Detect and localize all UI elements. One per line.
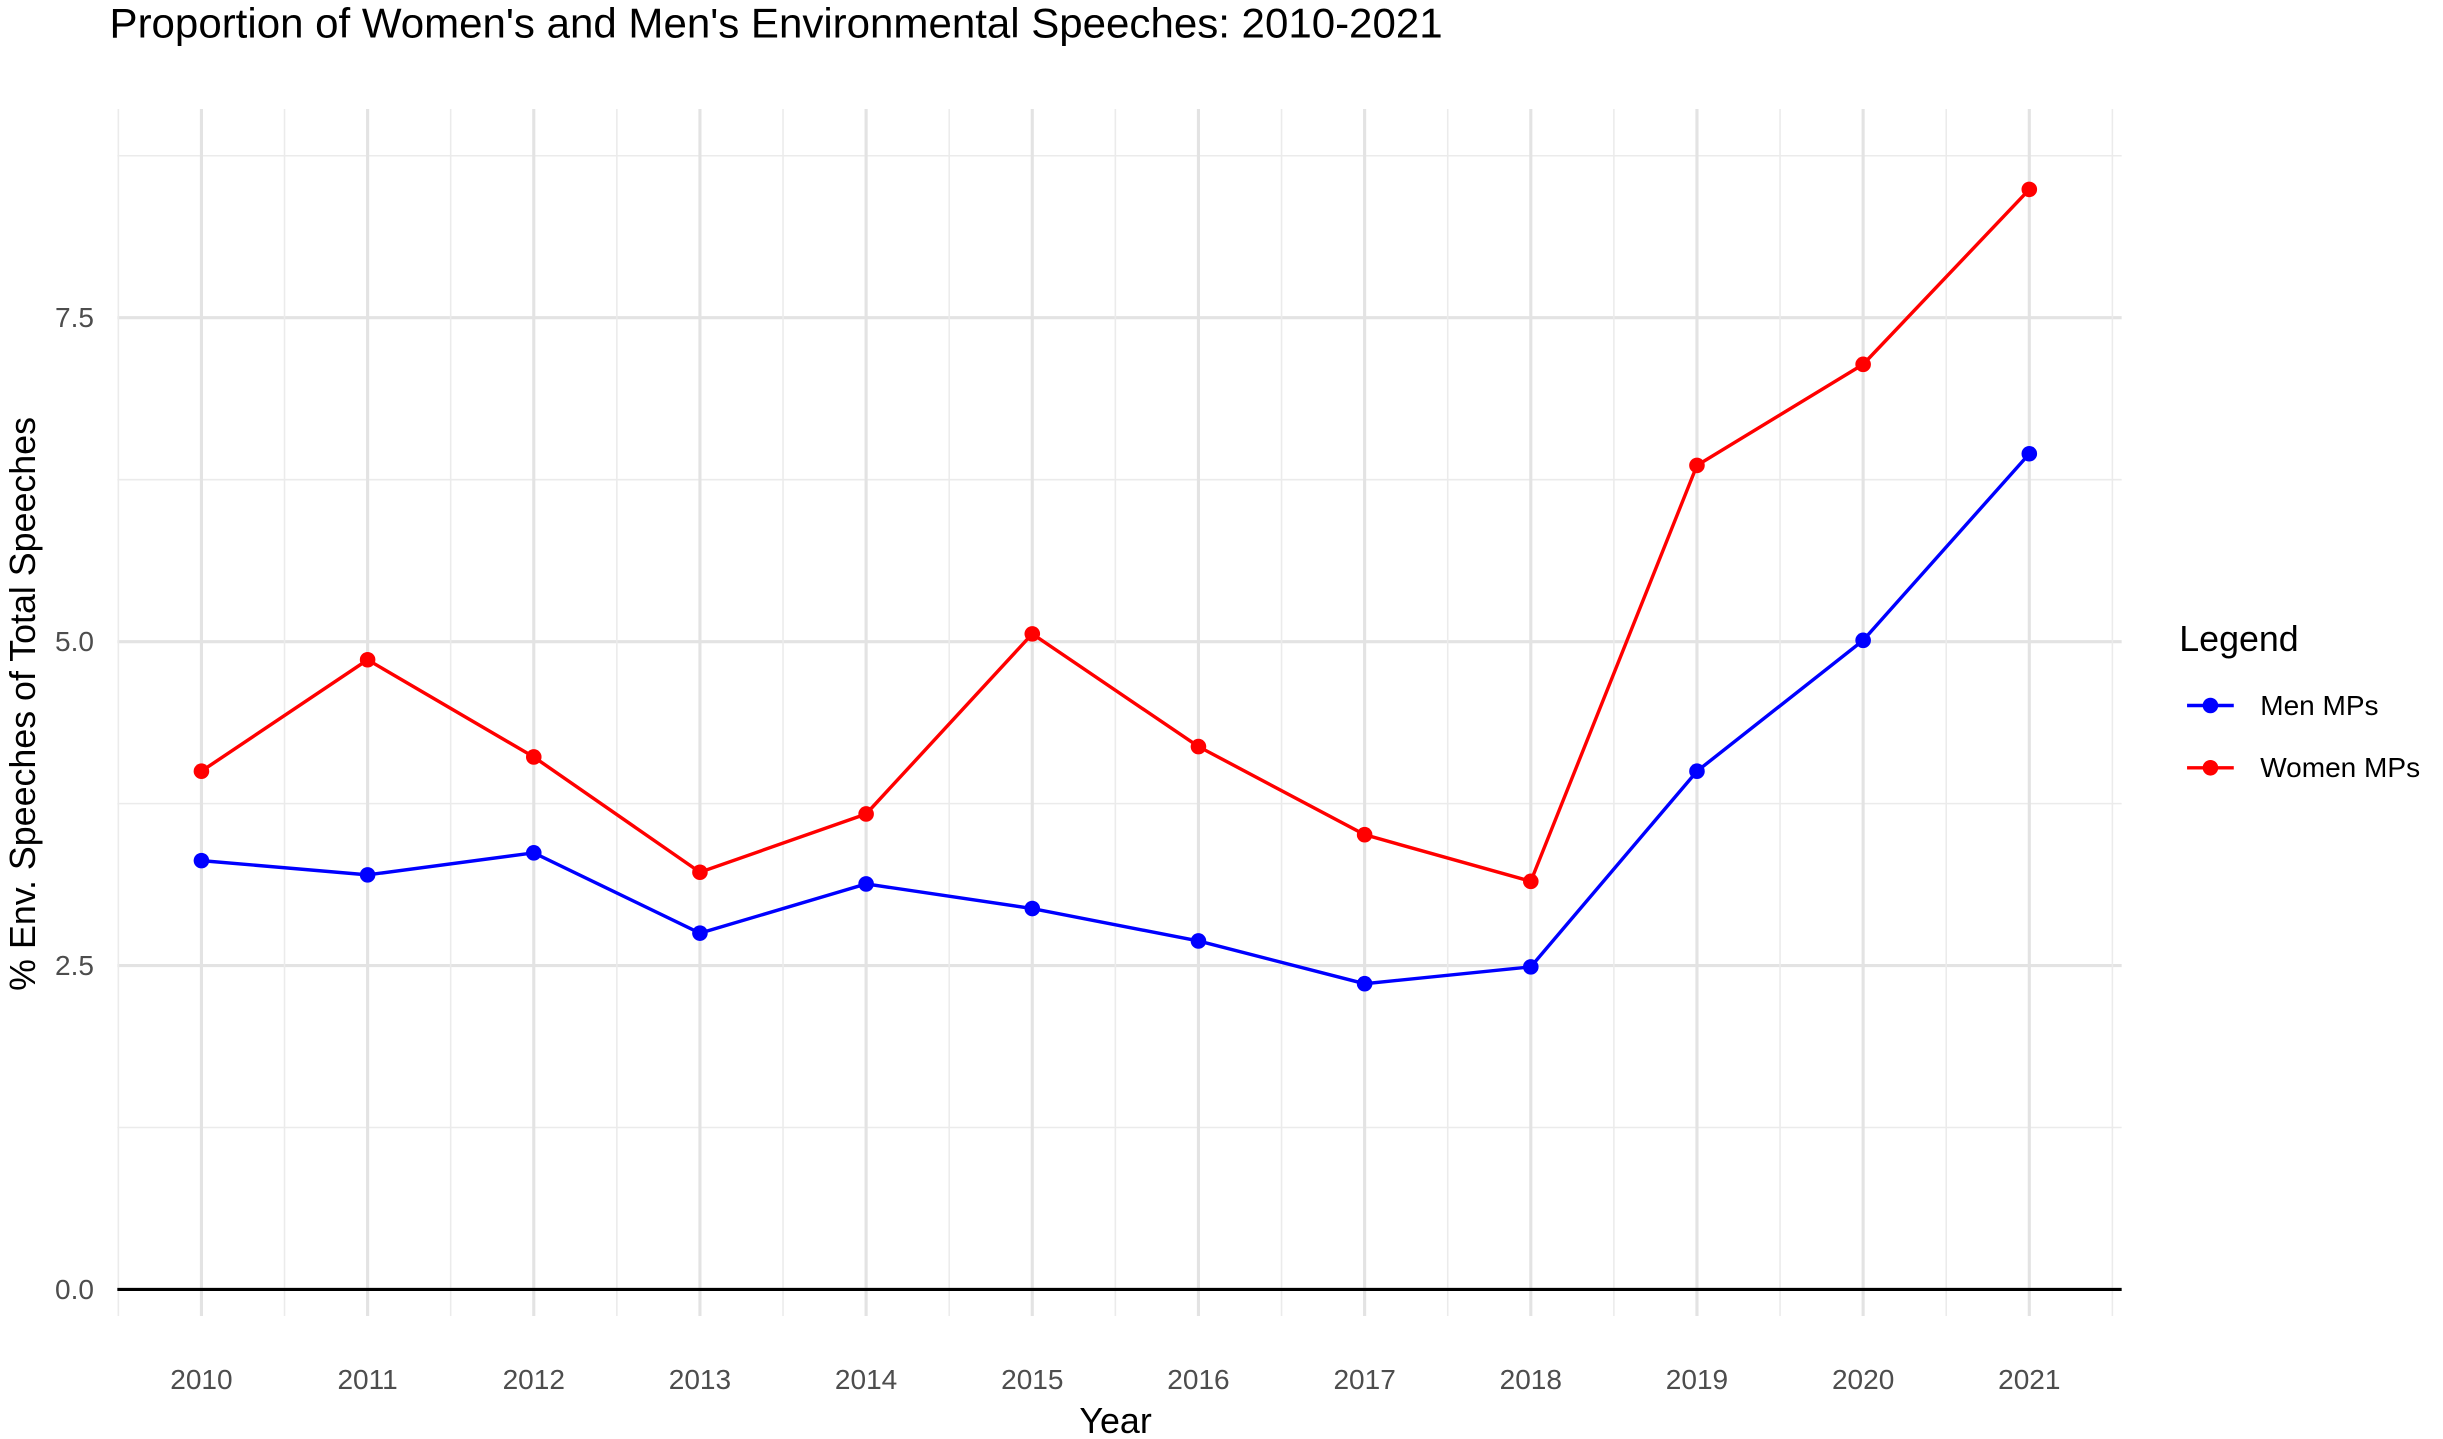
x-tick-label: 2010 xyxy=(170,1364,232,1395)
x-tick-label: 2021 xyxy=(1998,1364,2060,1395)
x-tick-label: 2011 xyxy=(337,1364,397,1395)
x-axis-label: Year xyxy=(1079,1401,1151,1439)
x-tick-label: 2016 xyxy=(1167,1364,1229,1395)
legend-title: Legend xyxy=(2179,619,2298,659)
data-point xyxy=(1024,900,1041,917)
data-point xyxy=(1689,763,1705,779)
grid xyxy=(117,109,2122,1316)
data-point xyxy=(1855,356,1871,373)
x-tick-label: 2019 xyxy=(1666,1364,1728,1395)
data-point xyxy=(359,867,376,883)
x-tick-labels: 2010 2011 2012 2013 2014 2015 2016 2017 2018 2019… xyxy=(170,1364,2060,1395)
data-point xyxy=(1523,959,1539,975)
series-line-men-mps xyxy=(201,452,2031,986)
data-point xyxy=(858,806,874,822)
data-point xyxy=(1190,933,1207,949)
x-tick-label: 2018 xyxy=(1500,1364,1562,1395)
y-tick-label: 5.0 xyxy=(55,626,94,657)
data-point xyxy=(1356,826,1373,843)
x-tick-label: 2020 xyxy=(1832,1364,1894,1395)
x-tick-label: 2017 xyxy=(1333,1364,1395,1395)
x-tick-label: 2014 xyxy=(835,1364,897,1395)
legend-key-point xyxy=(2202,759,2219,776)
series-group xyxy=(193,181,2038,992)
data-point xyxy=(1855,632,1871,649)
data-point xyxy=(1190,738,1207,755)
x-tick-label: 2015 xyxy=(1001,1364,1063,1395)
data-point xyxy=(692,864,708,881)
y-tick-label: 2.5 xyxy=(55,950,94,981)
legend-label: Men MPs xyxy=(2260,690,2378,721)
legend: Legend Men MPs Women MPs xyxy=(2179,619,2420,783)
data-point xyxy=(2021,445,2038,462)
chart-title: Proportion of Women's and Men's Environm… xyxy=(110,0,1443,46)
data-point xyxy=(359,651,376,668)
data-point xyxy=(2021,181,2038,198)
data-point xyxy=(525,845,542,861)
data-point xyxy=(525,749,542,765)
data-point xyxy=(858,876,874,892)
y-tick-label: 7.5 xyxy=(55,302,94,333)
series-line-women-mps xyxy=(200,188,2031,884)
data-point xyxy=(692,925,708,941)
data-point xyxy=(1689,457,1705,474)
x-tick-label: 2013 xyxy=(669,1364,731,1395)
data-point xyxy=(1356,975,1373,992)
data-point xyxy=(1024,626,1041,642)
y-axis-label: % Env. Speeches of Total Speeches xyxy=(3,417,43,991)
legend-key-point xyxy=(2202,697,2219,714)
legend-label: Women MPs xyxy=(2260,752,2420,783)
x-tick-label: 2012 xyxy=(503,1364,565,1395)
y-tick-labels: 0.0 2.5 5.0 7.5 xyxy=(55,302,94,1305)
data-point xyxy=(193,763,210,779)
data-point xyxy=(1523,873,1539,890)
data-point xyxy=(193,852,210,869)
y-tick-label: 0.0 xyxy=(55,1274,94,1305)
